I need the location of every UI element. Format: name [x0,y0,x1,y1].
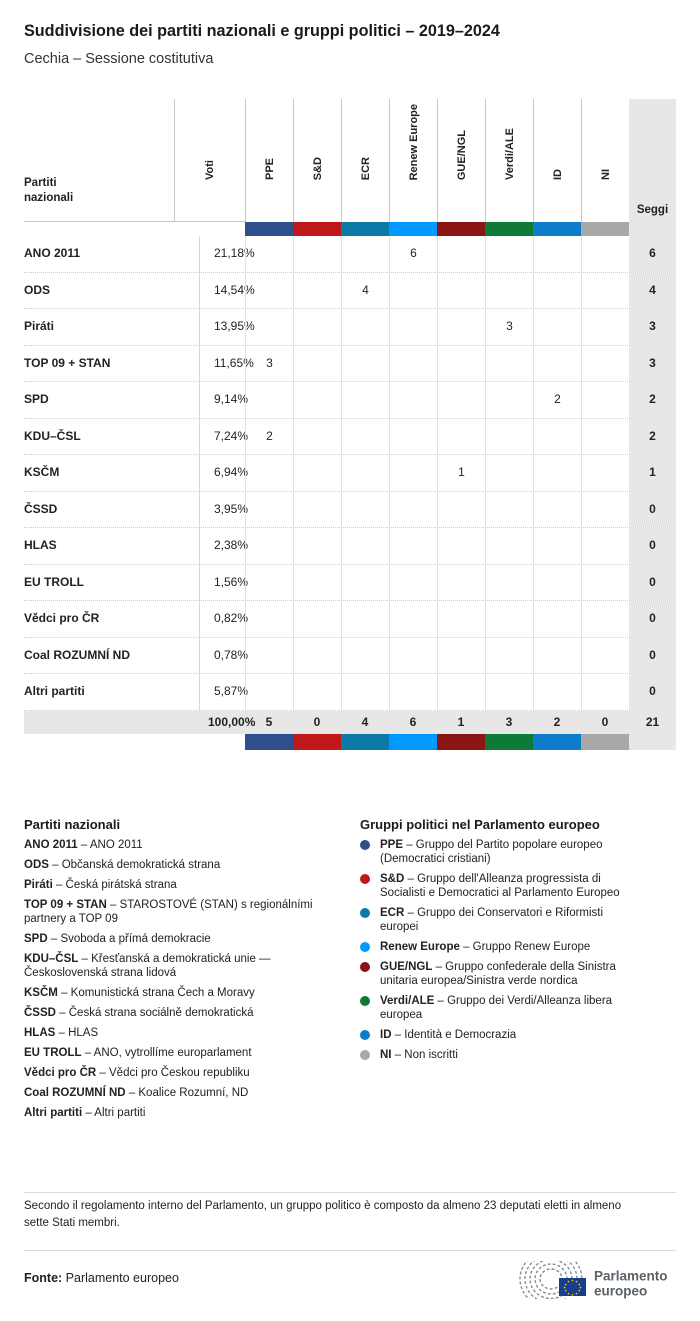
svg-text:Parlamento: Parlamento [594,1269,668,1284]
svg-text:europeo: europeo [594,1284,647,1299]
